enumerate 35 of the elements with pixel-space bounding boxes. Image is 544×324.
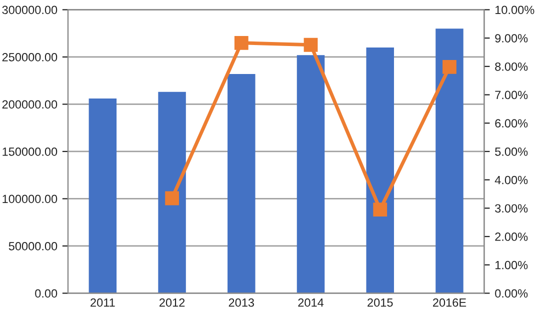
y2-tick-label: 0.00% [495, 289, 528, 298]
y-tick-label: 150000.00 [2, 148, 58, 156]
y-tick-label: 250000.00 [2, 53, 58, 62]
y2-tick-label: 6.00% [495, 119, 528, 128]
y2-tick-label: 2.00% [495, 232, 528, 241]
y-tick-label: 100000.00 [2, 194, 58, 204]
point [165, 191, 179, 206]
y2-tick-label: 10.00% [495, 6, 534, 14]
point [442, 60, 456, 74]
bar [296, 55, 325, 294]
bar [366, 48, 394, 294]
y2-tick-label: 4.00% [494, 176, 528, 184]
y-tick-label: 0.00 [35, 289, 58, 298]
y2-tick-label: 8.00% [495, 62, 528, 71]
bar [228, 74, 256, 294]
x-tick-label: 2013 [228, 298, 254, 307]
x-tick-label: 2016E [433, 298, 466, 307]
y-tick-label: 200000.00 [2, 100, 58, 109]
x-tick-label: 2015 [368, 298, 393, 307]
bar [436, 28, 464, 294]
y2-tick-label: 7.00% [495, 90, 528, 100]
y2-tick-label: 9.00% [495, 34, 528, 42]
x-tick-label: 2014 [298, 298, 324, 307]
y-tick-label: 300000.00 [2, 6, 58, 14]
x-tick-label: 2011 [90, 298, 115, 307]
bar [88, 98, 117, 294]
y2-tick-label: 5.00% [495, 148, 528, 156]
y2-tick-label: 1.00% [495, 260, 528, 270]
y2-tick-label: 3.00% [495, 204, 528, 213]
y-tick-label: 50000.00 [8, 242, 58, 250]
bar [158, 92, 186, 294]
point [234, 36, 248, 50]
point [373, 202, 388, 217]
x-tick-label: 2012 [160, 298, 185, 307]
point [304, 38, 318, 52]
